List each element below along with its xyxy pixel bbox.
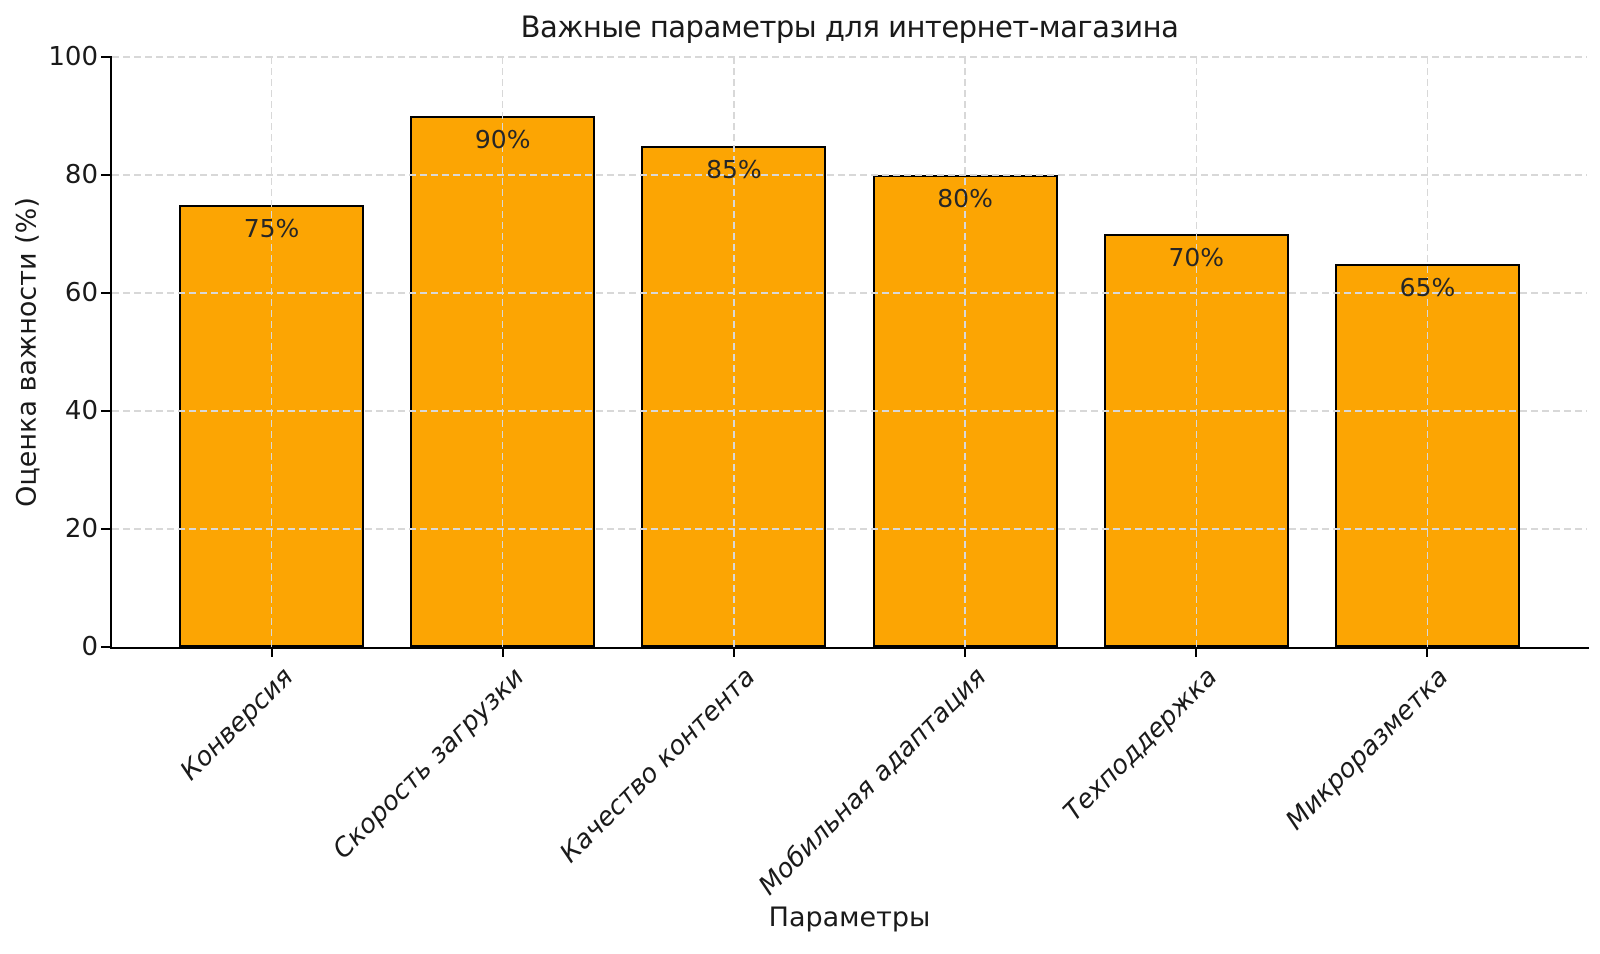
chart-title: Важные параметры для интернет-магазина [520, 10, 1179, 44]
x-axis-label: Параметры [768, 902, 931, 933]
y-tick-label: 0 [81, 632, 98, 662]
y-tick [101, 410, 112, 412]
bar-value-label: 90% [474, 125, 531, 154]
bar-value-label: 75% [243, 213, 300, 243]
y-tick-label: 20 [64, 514, 98, 544]
y-tick-label: 40 [64, 396, 98, 426]
bar-value-label: 85% [706, 154, 762, 184]
y-tick-label: 80 [64, 160, 98, 190]
bar-value-label: 80% [937, 184, 993, 213]
gridline-vertical [1426, 57, 1429, 647]
gridline-horizontal [112, 56, 1587, 58]
gridline-vertical [733, 57, 735, 647]
y-tick [101, 646, 112, 648]
x-tick [501, 647, 504, 657]
y-axis-spine [110, 57, 112, 649]
bar-value-label: 65% [1399, 272, 1456, 302]
bar-value-label: 70% [1168, 243, 1225, 272]
gridline-vertical [501, 57, 504, 647]
x-tick [964, 647, 967, 657]
gridline-horizontal [112, 410, 1587, 412]
gridline-vertical [270, 57, 273, 647]
x-tick [1195, 647, 1198, 657]
gridline-horizontal [112, 528, 1587, 530]
y-tick-label: 60 [64, 278, 98, 308]
y-axis-label: Оценка важности (%) [11, 197, 43, 507]
gridline-horizontal [112, 292, 1587, 294]
y-tick [101, 292, 112, 294]
y-tick-label: 100 [48, 42, 98, 72]
y-tick [101, 56, 112, 58]
y-tick [101, 528, 112, 530]
gridline-horizontal [112, 174, 1587, 176]
gridline-vertical [1195, 57, 1198, 647]
x-tick [1426, 647, 1429, 657]
x-tick [732, 647, 735, 657]
x-axis-spine [110, 647, 1589, 649]
plot-area: 75% Конверсия 90% Скорость загрузки 85% Качес… [48, 42, 1587, 901]
x-tick [270, 647, 273, 657]
y-tick [101, 174, 112, 176]
gridline-vertical [964, 57, 966, 647]
